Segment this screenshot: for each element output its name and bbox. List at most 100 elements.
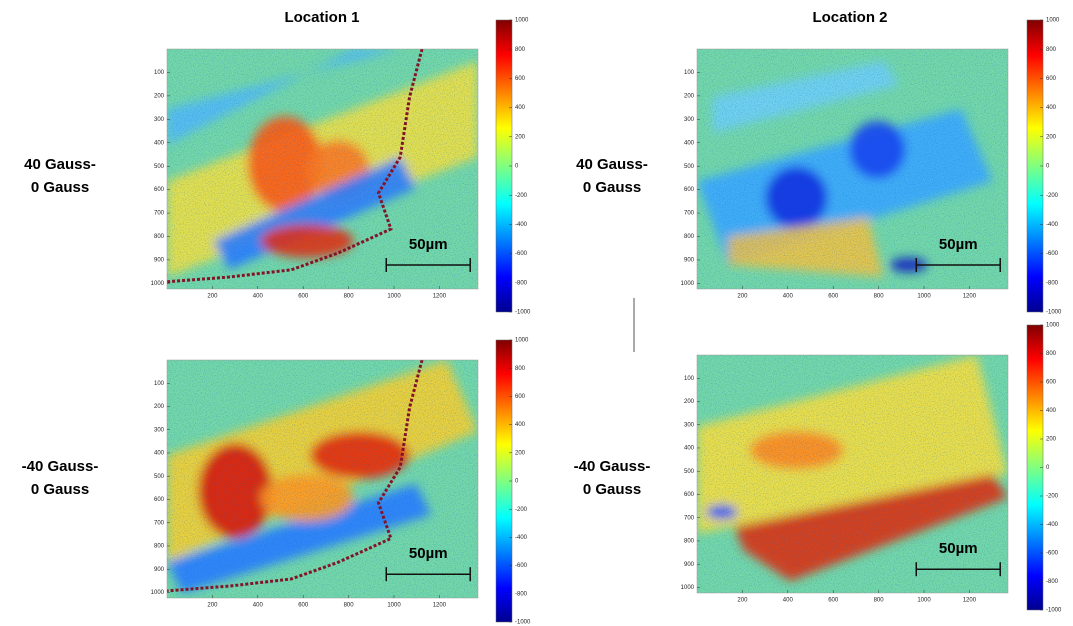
map-panel: 200 400 600 800 1000 1200 100 200 300 400 500 600 70… [151, 338, 531, 626]
y-tick-label: 800 [684, 539, 695, 545]
colorbar-tick-label: -400 [1046, 522, 1059, 528]
y-tick-label: 100 [154, 70, 165, 76]
y-tick-label: 300 [684, 422, 695, 428]
colorbar-tick-label: 600 [1046, 380, 1057, 386]
y-tick-label: 700 [154, 211, 165, 217]
colorbar-tick-label: 200 [515, 134, 526, 140]
y-tick-label: 700 [684, 211, 695, 217]
x-tick-label: 400 [253, 603, 264, 609]
row-label: 40 Gauss- [24, 156, 96, 173]
column-title: Location 1 [284, 9, 359, 26]
x-tick-label: 600 [298, 603, 309, 609]
x-tick-label: 800 [344, 603, 355, 609]
y-tick-label: 400 [684, 446, 695, 452]
y-tick-label: 100 [684, 70, 695, 76]
y-tick-label: 300 [154, 117, 165, 123]
colorbar-tick-label: 1000 [1046, 18, 1060, 24]
x-tick-label: 800 [874, 598, 885, 604]
y-tick-label: 700 [154, 520, 165, 526]
colorbar-tick-label: 1000 [1046, 323, 1060, 329]
colorbar-tick-label: 800 [515, 366, 526, 372]
x-tick-label: 400 [253, 294, 264, 300]
colorbar-tick-label: -400 [1046, 222, 1059, 228]
colorbar-tick-label: -200 [515, 193, 528, 199]
colorbar-tick-label: -800 [515, 280, 528, 286]
colorbar-tick-label: 200 [515, 450, 526, 456]
row-label: -40 Gauss- [574, 458, 651, 475]
colorbar-tick-label: -1000 [515, 310, 531, 316]
heatmap [167, 360, 478, 598]
x-tick-label: 1000 [917, 598, 931, 604]
colorbar-tick-label: 800 [515, 47, 526, 53]
colorbar-tick-label: -600 [1046, 551, 1059, 557]
y-tick-label: 900 [154, 258, 165, 264]
scale-bar-label: 50µm [409, 545, 448, 562]
y-tick-label: 600 [154, 187, 165, 193]
x-tick-label: 1000 [917, 294, 931, 300]
colorbar-tick-label: -600 [515, 251, 528, 257]
x-tick-label: 600 [828, 294, 839, 300]
x-tick-label: 800 [874, 294, 885, 300]
x-tick-label: 400 [783, 598, 794, 604]
colorbar-tick-label: 0 [515, 164, 519, 170]
y-tick-label: 200 [154, 93, 165, 99]
figure: Location 1 Location 2 40 Gauss- 0 Gauss … [0, 0, 1073, 626]
colorbar-tick-label: -400 [515, 535, 528, 541]
colorbar-tick-label: 200 [1046, 437, 1057, 443]
colorbar-tick-label: 200 [1046, 134, 1057, 140]
colorbar-tick-label: 400 [515, 422, 526, 428]
colorbar-tick-label: -200 [1046, 494, 1059, 500]
row-label: 0 Gauss [583, 179, 641, 196]
x-tick-label: 800 [344, 294, 355, 300]
x-tick-label: 1000 [387, 294, 401, 300]
colorbar-tick-label: 600 [515, 76, 526, 82]
colorbar-tick-label: 1000 [515, 338, 529, 344]
x-tick-label: 600 [828, 598, 839, 604]
scale-bar-label: 50µm [939, 236, 978, 253]
heatmap [697, 49, 1008, 289]
noise [167, 49, 478, 289]
colorbar-tick-label: 400 [1046, 408, 1057, 414]
y-tick-label: 600 [684, 492, 695, 498]
row-label: 40 Gauss- [576, 156, 648, 173]
heatmap [167, 49, 478, 289]
y-tick-label: 500 [684, 469, 695, 475]
x-tick-label: 1200 [433, 294, 447, 300]
colorbar-tick-label: 800 [1046, 47, 1057, 53]
y-tick-label: 200 [684, 93, 695, 99]
y-tick-label: 900 [154, 567, 165, 573]
colorbar-tick-label: 1000 [515, 18, 529, 24]
x-tick-label: 1200 [433, 603, 447, 609]
colorbar-tick-label: -800 [1046, 579, 1059, 585]
x-tick-label: 200 [737, 294, 748, 300]
x-tick-label: 200 [207, 603, 218, 609]
colorbar-tick-label: 400 [1046, 105, 1057, 111]
colorbar-tick-label: -1000 [1046, 608, 1062, 614]
y-tick-label: 600 [684, 187, 695, 193]
colorbar-tick-label: -600 [1046, 251, 1059, 257]
row-label: 0 Gauss [31, 481, 89, 498]
y-tick-label: 300 [154, 427, 165, 433]
noise [697, 49, 1008, 289]
row-label: 0 Gauss [583, 481, 641, 498]
colorbar-tick-label: 600 [515, 394, 526, 400]
colorbar-tick-label: 0 [1046, 465, 1050, 471]
y-tick-label: 100 [154, 381, 165, 387]
colorbar-tick-label: 0 [515, 479, 519, 485]
y-tick-label: 400 [684, 140, 695, 146]
colorbar-tick-label: 800 [1046, 351, 1057, 357]
y-tick-label: 300 [684, 117, 695, 123]
y-tick-label: 100 [684, 376, 695, 382]
colorbar-tick-label: -400 [515, 222, 528, 228]
colorbar-tick-label: -1000 [515, 620, 531, 626]
y-tick-label: 900 [684, 562, 695, 568]
noise [697, 355, 1008, 593]
y-tick-label: 700 [684, 515, 695, 521]
colorbar-tick-label: 400 [515, 105, 526, 111]
y-tick-label: 500 [154, 164, 165, 170]
y-tick-label: 800 [154, 544, 165, 550]
y-tick-label: 600 [154, 497, 165, 503]
y-tick-label: 500 [154, 474, 165, 480]
y-tick-label: 800 [154, 234, 165, 240]
